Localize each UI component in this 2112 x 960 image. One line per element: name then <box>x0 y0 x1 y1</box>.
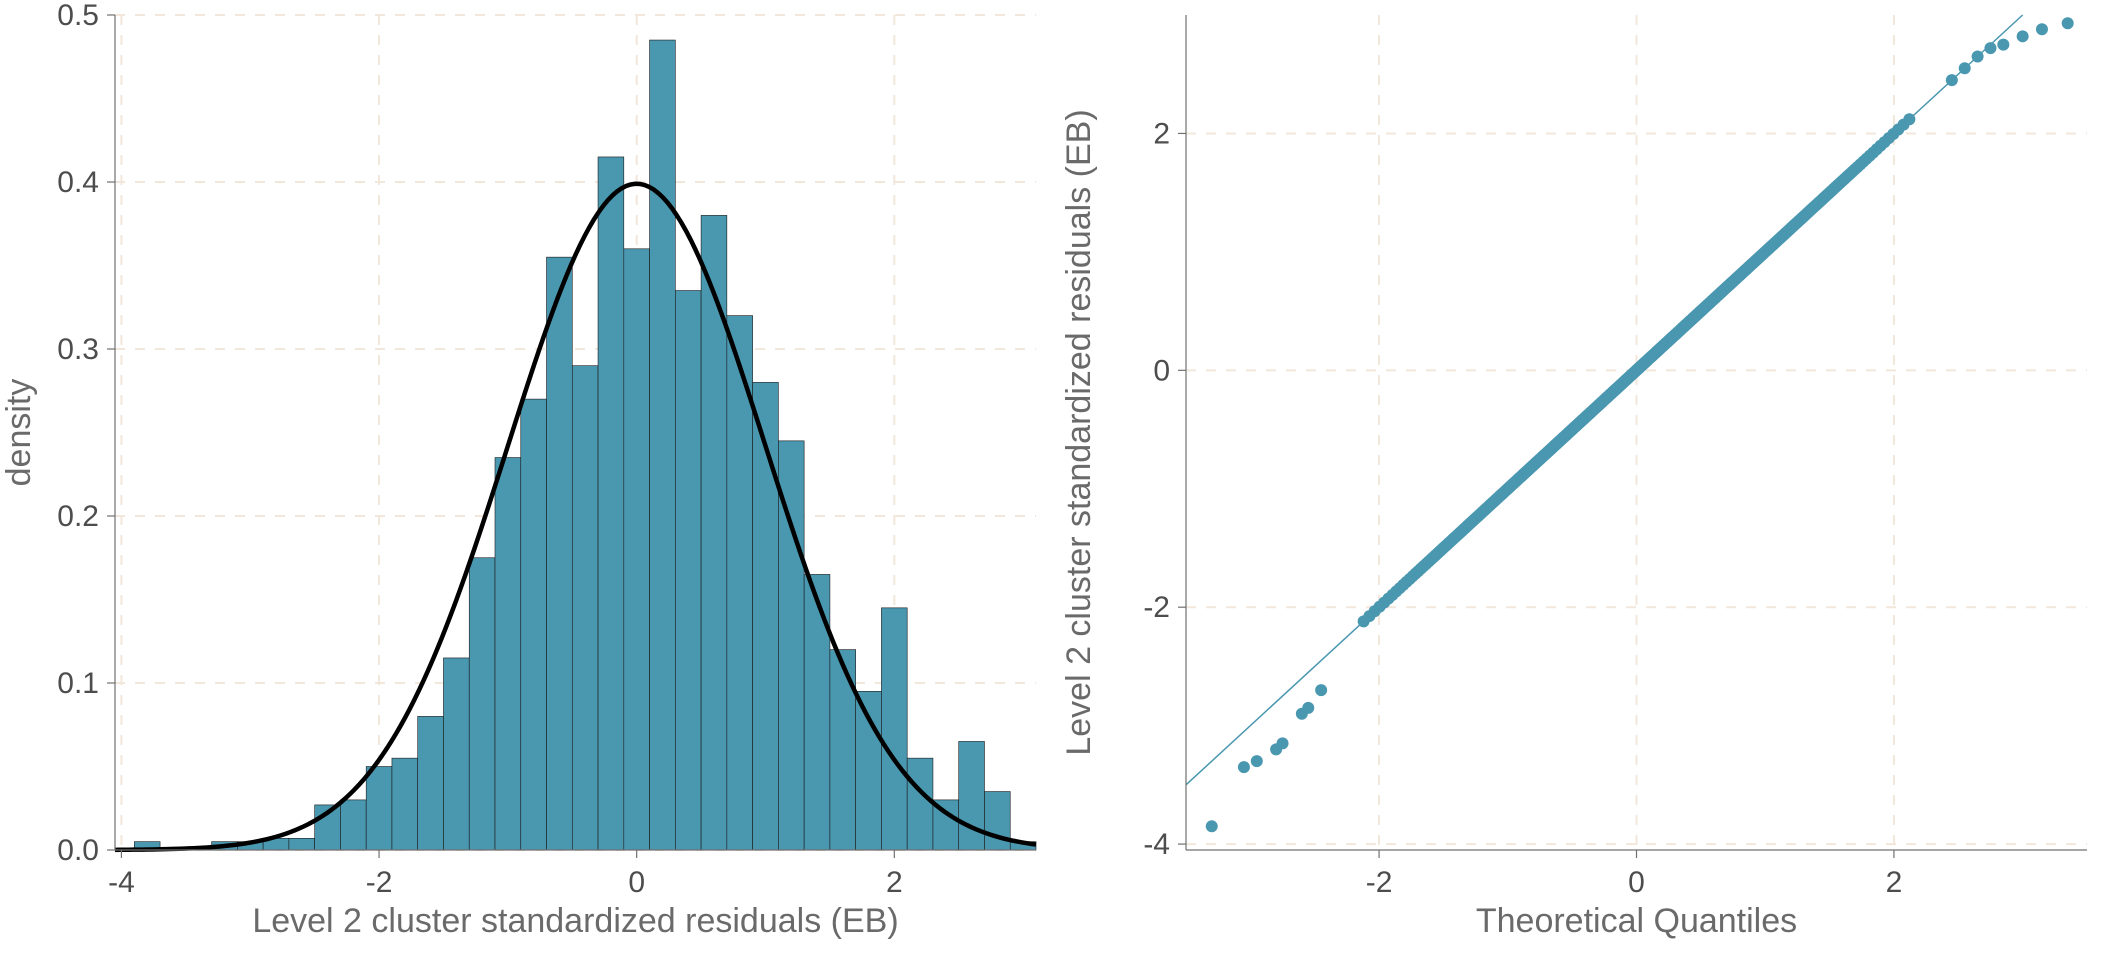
histogram-panel: -4 -2 0 2 0.0 0.1 0.2 0.3 0.4 0.5 Level 2 cluster … <box>0 0 1056 960</box>
qq-panel: -2 0 2 -4 -2 0 2 Theoretical Quantiles Level 2 c… <box>1056 0 2112 960</box>
x-tick-label: 2 <box>1886 866 1903 899</box>
histogram-bar <box>650 40 676 850</box>
histogram-bar <box>547 257 573 850</box>
x-axis-label: Theoretical Quantiles <box>1476 902 1797 940</box>
y-tick-label: -4 <box>1143 828 1170 861</box>
qq-point <box>1903 113 1915 125</box>
y-tick-label: 0.0 <box>57 834 99 867</box>
y-axis-label: Level 2 cluster standardized residuals (… <box>1060 109 1098 755</box>
histogram-bar <box>572 366 598 850</box>
histogram-bar <box>366 767 392 851</box>
histogram-bar <box>701 215 727 850</box>
histogram-bar <box>675 291 701 850</box>
histogram-bar <box>392 758 418 850</box>
y-tick-label: 0.2 <box>57 500 99 533</box>
histogram-bar <box>443 658 469 850</box>
x-tick-label: -2 <box>366 866 393 899</box>
histogram-bar <box>495 458 521 850</box>
qq-point <box>1997 39 2009 51</box>
qq-point <box>1206 820 1218 832</box>
x-tick-label: 0 <box>1628 866 1645 899</box>
qq-point <box>1315 684 1327 696</box>
qq-point <box>1984 42 1996 54</box>
qq-point <box>1251 755 1263 767</box>
histogram-bar <box>624 249 650 850</box>
histogram-bar <box>418 716 444 850</box>
y-tick-label: -2 <box>1143 591 1170 624</box>
qq-point <box>1959 62 1971 74</box>
y-tick-label: 2 <box>1153 117 1170 150</box>
y-tick-label: 0.4 <box>57 166 99 199</box>
y-tick-label: 0.5 <box>57 0 99 32</box>
histogram-bar <box>289 838 315 850</box>
histogram-bar <box>804 574 830 850</box>
x-tick-label: -2 <box>1366 866 1393 899</box>
histogram-bar <box>881 608 907 850</box>
histogram-bar <box>521 399 547 850</box>
qq-point <box>1277 737 1289 749</box>
qq-point <box>1972 50 1984 62</box>
y-tick-label: 0.3 <box>57 333 99 366</box>
y-axis-label: density <box>0 379 38 487</box>
x-tick-label: 0 <box>628 866 645 899</box>
histogram-bar <box>469 558 495 850</box>
x-tick-label: 2 <box>886 866 903 899</box>
histogram-bar <box>598 157 624 850</box>
histogram-bar <box>907 758 933 850</box>
histogram-bar <box>959 741 985 850</box>
x-axis-label: Level 2 cluster standardized residuals (… <box>252 902 898 940</box>
qq-point <box>2062 17 2074 29</box>
y-tick-label: 0 <box>1153 354 1170 387</box>
x-tick-label: -4 <box>108 866 135 899</box>
qq-point <box>1302 702 1314 714</box>
qq-point <box>1946 74 1958 86</box>
histogram-bar <box>340 800 366 850</box>
qq-point <box>1238 761 1250 773</box>
qq-point <box>2036 23 2048 35</box>
qq-point <box>2017 30 2029 42</box>
y-tick-label: 0.1 <box>57 667 99 700</box>
